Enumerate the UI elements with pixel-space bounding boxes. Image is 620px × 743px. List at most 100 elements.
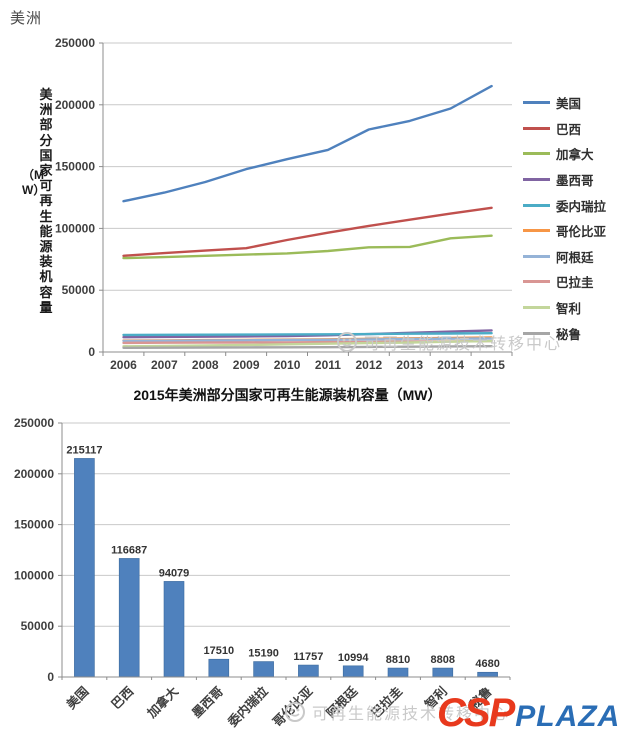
y-tick-label: 0 [47,670,54,684]
legend-item: 墨西哥 [523,167,606,193]
x-tick-label: 2012 [355,358,382,372]
x-tick-label: 2008 [192,358,219,372]
legend-item: 加拿大 [523,141,606,167]
legend-swatch [523,101,550,105]
legend-swatch [523,306,550,310]
watermark-bar-chart: 可再生能源技术转移中心 [284,700,510,724]
watermark-text: 可再生能源技术转移中心 [364,336,563,353]
legend-swatch [523,152,550,156]
x-category-label: 加拿大 [143,683,181,721]
y-tick-label: 100000 [14,568,54,582]
y-tick-label: 200000 [55,98,95,112]
legend-item: 委内瑞拉 [523,192,606,218]
legend-item: 哥伦比亚 [523,218,606,244]
bar [432,667,454,678]
x-tick-label: 2010 [274,358,301,372]
plaza-logo-text: PLAZA [515,700,620,733]
legend-swatch [523,254,550,258]
bar-value-label: 116687 [111,544,147,556]
legend-label: 阿根廷 [556,250,594,265]
legend-swatch [523,229,550,233]
legend-label: 秘鲁 [556,327,582,342]
series-line [122,234,493,260]
x-tick-label: 2007 [151,358,178,372]
bar [387,667,409,678]
legend-item: 智利 [523,295,606,321]
bar [342,665,364,678]
legend-swatch [523,280,550,284]
y-tick-label: 50000 [62,283,96,297]
bar [253,661,274,678]
bar-value-label: 215117 [66,444,102,456]
legend-label: 委内瑞拉 [556,199,607,214]
series-line [122,345,493,349]
y-tick-label: 0 [88,345,95,359]
y-tick-label: 150000 [14,518,54,532]
bar-value-label: 4680 [475,658,499,670]
y-tick-label: 150000 [55,160,95,174]
bar [298,664,319,678]
bar-value-label: 17510 [204,645,235,657]
x-tick-label: 2006 [110,358,137,372]
watermark-text: 可再生能源技术转移中心 [312,706,511,723]
csp-logo-text: CSP [437,691,515,735]
wechat-icon [337,332,357,352]
x-tick-label: 2015 [478,358,505,372]
legend-swatch [523,178,550,182]
x-tick-label: 2009 [233,358,260,372]
y-tick-label: 200000 [14,467,54,481]
bar [163,581,185,678]
x-tick-label: 2011 [315,358,341,372]
y-tick-label: 250000 [55,36,95,50]
legend-item: 秘鲁 [523,320,606,346]
x-category-label: 巴西 [109,684,137,712]
legend-label: 巴西 [556,122,582,137]
bar [477,671,498,678]
series-line [122,337,493,343]
y-tick-label: 250000 [14,416,54,430]
series-line [122,206,493,258]
legend-label: 美国 [556,97,582,112]
legend-item: 巴西 [523,116,606,142]
bar [118,558,140,678]
x-category-label: 美国 [63,684,91,712]
x-category-label: 委内瑞拉 [224,683,271,730]
page-title: 美洲 [10,10,43,27]
bar-value-label: 8808 [431,654,455,666]
bar-chart-title: 2015年美洲部分国家可再生能源装机容量（MW） [133,387,442,403]
wechat-icon [285,702,305,722]
legend-label: 巴拉圭 [556,276,594,291]
legend-swatch [523,203,550,207]
legend-label: 智利 [556,302,582,317]
legend-item: 巴拉圭 [523,269,606,295]
legend-label: 墨西哥 [556,174,594,189]
line-chart-legend: 美国巴西加拿大墨西哥委内瑞拉哥伦比亚阿根廷巴拉圭智利秘鲁 [523,90,606,346]
legend-item: 美国 [523,90,606,116]
series-line [122,329,493,339]
bar-value-label: 15190 [248,648,279,660]
csp-plaza-logo: CSP PLAZA [437,691,620,736]
legend-swatch [523,331,550,335]
series-line [122,339,493,348]
bar-chart-svg: 0 50000 100000 150000 200000 250000 215117 美国 11… [14,416,511,730]
x-category-label: 墨西哥 [189,684,226,721]
line-chart-y-axis-unit: （MW） [22,168,46,197]
series-line [122,332,493,337]
bar [208,658,230,678]
legend-label: 哥伦比亚 [556,225,607,240]
bar-value-label: 11757 [293,651,323,663]
bar [74,458,95,678]
y-tick-label: 100000 [55,221,95,235]
watermark-line-chart: 可再生能源技术转移中心 [336,330,562,354]
legend-label: 加拿大 [556,148,594,163]
series-line [122,84,493,203]
line-chart-svg: 0 50000 100000 150000 200000 250000 2006 2007 20… [55,36,513,372]
legend-swatch [523,126,550,130]
line-chart-y-axis-label: 美洲部分国家可再生能源装机容量 [39,87,53,315]
x-tick-label: 2014 [437,358,464,372]
bar-value-label: 10994 [338,652,369,664]
bar-value-label: 94079 [159,567,190,579]
bar-value-label: 8810 [386,654,410,666]
x-tick-label: 2013 [396,358,423,372]
